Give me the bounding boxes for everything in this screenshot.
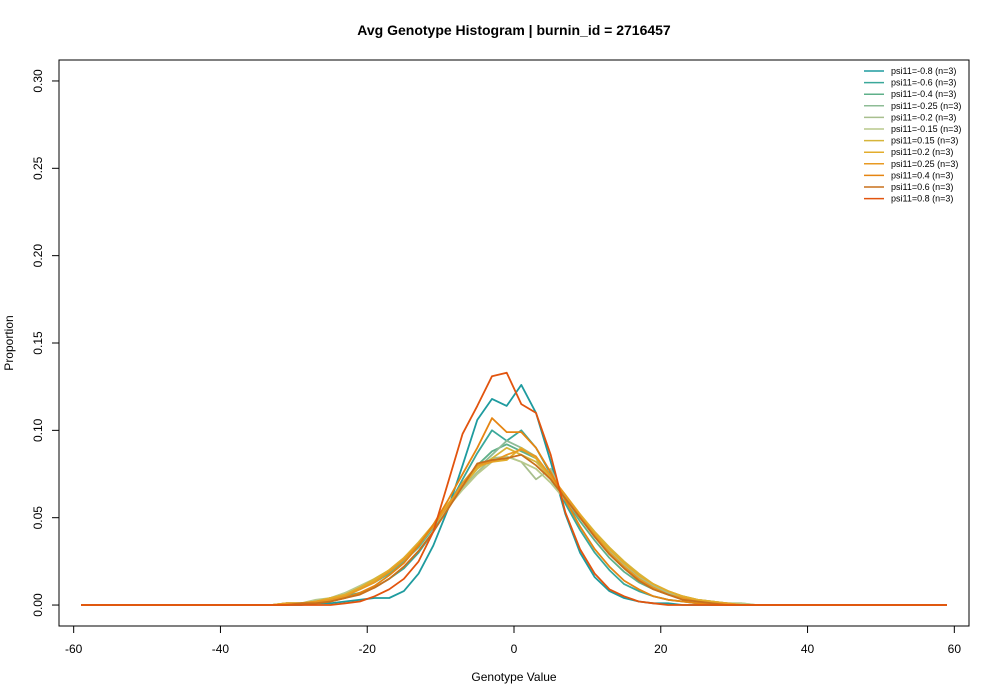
series-line	[81, 448, 947, 606]
y-tick-label: 0.05	[31, 506, 45, 530]
y-axis: 0.00 0.05 0.10 0.15 0.20 0.25 0.30	[31, 69, 59, 617]
x-axis: -60 -40 -20 0 20 40 60	[65, 626, 961, 656]
legend-entry: psi11=0.8 (n=3)	[891, 194, 953, 204]
chart-title: Avg Genotype Histogram | burnin_id = 271…	[357, 22, 671, 38]
plot-frame	[58, 59, 970, 627]
series-line	[81, 446, 947, 606]
legend-entry: psi11=-0.25 (n=3)	[891, 101, 961, 111]
series-line	[81, 417, 947, 606]
legend-entry: psi11=-0.2 (n=3)	[891, 112, 956, 122]
x-tick-label: 20	[654, 642, 668, 656]
y-tick-label: 0.15	[31, 331, 45, 355]
y-axis-title: Proportion	[2, 315, 16, 370]
legend-entry: psi11=-0.8 (n=3)	[891, 66, 956, 76]
x-tick-label: 60	[948, 642, 962, 656]
y-tick-label: 0.00	[31, 593, 45, 617]
legend-entry: psi11=0.4 (n=3)	[891, 170, 953, 180]
series-line	[81, 446, 947, 606]
legend-entry: psi11=0.25 (n=3)	[891, 159, 958, 169]
legend-entry: psi11=0.15 (n=3)	[891, 136, 958, 146]
x-tick-label: -40	[212, 642, 230, 656]
x-tick-label: 0	[511, 642, 518, 656]
series-line	[81, 455, 947, 606]
legend-entry: psi11=0.6 (n=3)	[891, 182, 953, 192]
legend-entry: psi11=0.2 (n=3)	[891, 147, 953, 157]
y-tick-label: 0.25	[31, 156, 45, 180]
legend-entry: psi11=-0.15 (n=3)	[891, 124, 961, 134]
x-tick-label: 40	[801, 642, 815, 656]
series-line	[81, 383, 947, 606]
series-line	[81, 439, 947, 606]
legend-entry: psi11=-0.4 (n=3)	[891, 89, 956, 99]
legend-entry: psi11=-0.6 (n=3)	[891, 78, 956, 88]
x-tick-label: -60	[65, 642, 83, 656]
y-tick-label: 0.20	[31, 244, 45, 268]
series-line	[81, 443, 947, 606]
series-group	[81, 371, 947, 606]
series-line	[81, 453, 947, 606]
y-tick-label: 0.30	[31, 69, 45, 93]
series-line	[81, 455, 947, 606]
series-line	[81, 371, 947, 606]
y-tick-label: 0.10	[31, 418, 45, 442]
legend: psi11=-0.8 (n=3)psi11=-0.6 (n=3)psi11=-0…	[864, 66, 961, 204]
x-axis-title: Genotype Value	[471, 670, 556, 684]
x-tick-label: -20	[359, 642, 377, 656]
